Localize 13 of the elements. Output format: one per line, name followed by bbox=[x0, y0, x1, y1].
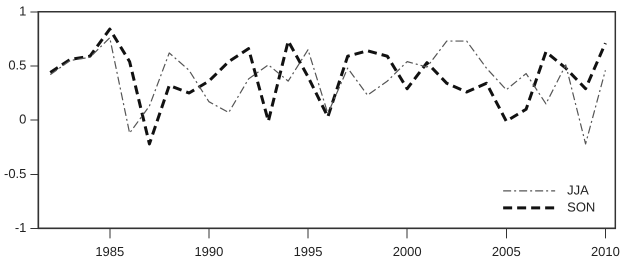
y-tick-label: 0 bbox=[19, 112, 26, 127]
legend-label: JJA bbox=[567, 182, 590, 198]
y-tick-label: -1 bbox=[14, 220, 26, 235]
legend-label: SON bbox=[567, 199, 596, 214]
y-tick-label: 0.5 bbox=[8, 58, 26, 73]
x-tick-label: 2000 bbox=[392, 244, 422, 259]
y-tick-label: 1 bbox=[19, 3, 26, 18]
x-tick-label: 1990 bbox=[194, 244, 224, 259]
x-tick-label: 2010 bbox=[590, 244, 620, 259]
x-tick-label: 1995 bbox=[294, 244, 322, 259]
x-tick-label: 2005 bbox=[492, 244, 521, 259]
y-tick-label: -0.5 bbox=[4, 166, 26, 181]
x-tick-label: 1985 bbox=[95, 244, 124, 259]
